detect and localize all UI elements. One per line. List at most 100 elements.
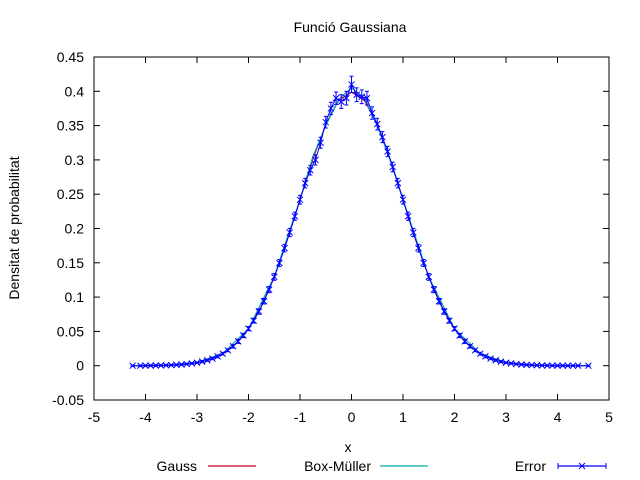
point-marker — [276, 259, 283, 267]
error-point — [327, 101, 335, 116]
point-marker — [404, 212, 412, 220]
error-point — [152, 362, 160, 369]
point-marker — [136, 362, 144, 370]
x-tick-label: -4 — [139, 409, 152, 425]
error-point — [497, 358, 505, 365]
error-point — [317, 136, 324, 149]
y-axis-label: Densitat de probabilitat — [6, 156, 22, 299]
point-marker — [471, 346, 479, 354]
x-tick-label: 5 — [605, 409, 613, 425]
point-marker — [286, 229, 294, 236]
error-point — [430, 286, 438, 294]
error-point — [518, 361, 525, 368]
point-marker — [399, 196, 407, 204]
y-tick-label: 0.45 — [57, 49, 84, 65]
point-marker — [528, 361, 536, 369]
point-marker — [209, 355, 216, 362]
point-marker — [564, 362, 572, 370]
x-axis-label: x — [345, 439, 352, 455]
error-point — [234, 337, 242, 345]
x-tick-label: 4 — [554, 409, 562, 425]
chart-title: Funció Gaussiana — [294, 19, 407, 35]
point-marker — [301, 179, 309, 187]
point-marker — [250, 317, 258, 325]
error-point — [260, 297, 268, 305]
y-tick-label: -0.05 — [52, 392, 84, 408]
point-marker — [440, 308, 448, 315]
error-point — [404, 211, 412, 221]
point-marker — [389, 163, 397, 171]
y-tick-label: 0.15 — [57, 255, 84, 271]
point-marker — [373, 120, 381, 128]
error-point — [265, 286, 273, 294]
error-point — [409, 227, 417, 238]
plot-frame — [93, 56, 610, 401]
error-point — [203, 356, 211, 364]
point-marker — [224, 346, 232, 354]
error-point — [348, 75, 355, 94]
error-point — [306, 164, 314, 176]
error-point — [523, 361, 530, 369]
error-point — [466, 342, 474, 350]
error-point — [322, 115, 330, 129]
point-marker — [255, 308, 263, 315]
point-marker — [554, 362, 561, 369]
point-marker — [173, 361, 180, 369]
point-marker — [538, 362, 546, 369]
error-point — [239, 332, 247, 339]
point-marker — [306, 166, 314, 174]
error-point — [451, 325, 458, 333]
error-point — [157, 362, 165, 369]
error-point — [286, 227, 294, 238]
legend-label: Box-Müller — [304, 458, 371, 474]
point-marker — [518, 361, 525, 368]
point-marker — [178, 361, 185, 368]
error-point — [224, 346, 232, 354]
error-point — [548, 362, 556, 369]
point-marker — [214, 353, 221, 360]
error-point — [162, 361, 170, 369]
error-point — [142, 362, 149, 369]
point-marker — [425, 273, 433, 281]
error-point — [389, 161, 397, 173]
error-point — [394, 177, 402, 189]
point-marker — [445, 317, 453, 325]
point-marker — [574, 362, 582, 370]
error-point — [554, 362, 561, 369]
point-marker — [162, 361, 170, 369]
x-tick-label: 1 — [399, 409, 407, 425]
point-marker — [203, 356, 211, 364]
error-point — [487, 355, 494, 362]
y-tick-label: 0.25 — [57, 186, 84, 202]
point-marker — [409, 229, 417, 236]
point-marker — [461, 337, 469, 345]
y-tick-label: 0.35 — [57, 118, 84, 134]
point-marker — [147, 362, 155, 369]
point-marker — [569, 362, 577, 370]
point-marker — [332, 94, 340, 102]
point-marker — [456, 332, 464, 339]
x-tick-label: -2 — [242, 409, 255, 425]
error-point — [476, 350, 484, 358]
error-point — [482, 353, 489, 360]
legend-label: Error — [515, 458, 546, 474]
error-series — [129, 75, 592, 370]
error-point — [425, 272, 433, 281]
error-point — [559, 362, 567, 369]
point-marker — [188, 360, 196, 367]
error-point — [245, 325, 252, 333]
point-marker — [281, 244, 288, 252]
error-point — [255, 308, 263, 315]
y-tick-label: 0.05 — [57, 323, 84, 339]
legend-label: Gauss — [157, 458, 197, 474]
error-series-line — [132, 83, 589, 367]
error-point — [301, 177, 309, 189]
error-point — [358, 89, 366, 105]
error-point — [250, 317, 258, 325]
y-tick-label: 0.2 — [65, 221, 85, 237]
error-point — [538, 362, 546, 369]
point-marker — [167, 361, 175, 369]
legend-item: Error — [515, 458, 607, 474]
point-marker — [337, 98, 345, 105]
